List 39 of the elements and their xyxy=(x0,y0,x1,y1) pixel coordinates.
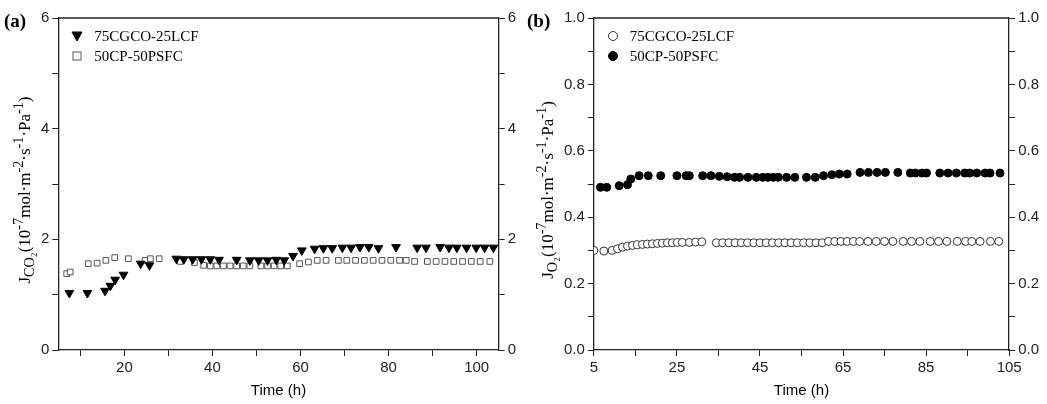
legend-label: 75CGCO-25LCF xyxy=(94,27,199,46)
x-tick-label: 85 xyxy=(917,358,935,376)
y2-tick-label: 0 xyxy=(507,340,516,358)
y2-tick-label: 0.4 xyxy=(1018,207,1040,225)
x-tick-label: 105 xyxy=(996,358,1022,376)
x-tick-label: 60 xyxy=(292,358,309,376)
x-tick-label: 45 xyxy=(751,358,769,376)
y2-tick-label: 0.0 xyxy=(1018,340,1040,358)
x-axis-title: Time (h) xyxy=(250,381,307,399)
y2-tick-label: 0.2 xyxy=(1018,273,1040,291)
y2-tick-label: 1.0 xyxy=(1018,8,1040,26)
x-tick-label: 40 xyxy=(204,358,221,376)
y2-tick-label: 0.8 xyxy=(1018,74,1040,92)
x-axis-title: Time (h) xyxy=(773,381,830,399)
legend-label: 50CP-50PSFC xyxy=(629,47,719,66)
y-tick-label: 0.4 xyxy=(563,207,585,225)
y2-tick-label: 2 xyxy=(507,229,516,247)
y-tick-label: 0.8 xyxy=(563,74,585,92)
legend-label: 75CGCO-25LCF xyxy=(629,27,735,46)
y2-tick-label: 6 xyxy=(507,8,516,26)
y-tick-label: 1.0 xyxy=(563,8,585,26)
x-tick-label: 25 xyxy=(668,358,686,376)
chart-title: (a) xyxy=(4,10,27,32)
y-tick-label: 2 xyxy=(41,229,50,247)
legend-label: 50CP-50PSFC xyxy=(94,47,183,66)
x-tick-label: 65 xyxy=(834,358,852,376)
y-tick-label: 4 xyxy=(41,118,50,136)
y2-tick-label: 4 xyxy=(507,118,516,136)
x-tick-label: 100 xyxy=(464,358,490,376)
y2-tick-label: 0.6 xyxy=(1018,140,1040,158)
x-tick-label: 5 xyxy=(589,358,599,376)
y-tick-label: 0.6 xyxy=(563,140,585,158)
chart-title: (b) xyxy=(527,10,551,32)
y-tick-label: 0 xyxy=(41,340,50,358)
y-tick-label: 0.2 xyxy=(563,273,585,291)
x-tick-label: 80 xyxy=(380,358,397,376)
y-tick-label: 0.0 xyxy=(563,340,585,358)
x-tick-label: 20 xyxy=(116,358,133,376)
y-tick-label: 6 xyxy=(41,8,50,26)
